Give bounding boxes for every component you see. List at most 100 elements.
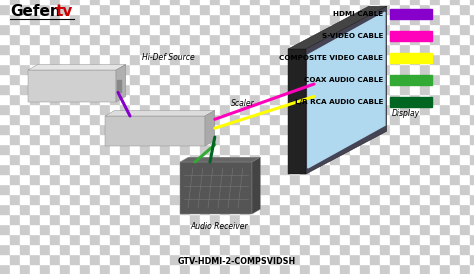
Bar xyxy=(160,34,170,44)
Bar xyxy=(70,134,80,144)
Bar xyxy=(470,84,474,94)
Bar xyxy=(410,134,420,144)
Bar xyxy=(440,214,450,224)
Bar xyxy=(190,54,200,64)
Bar xyxy=(20,164,30,174)
Bar xyxy=(370,234,380,244)
Bar xyxy=(170,174,180,184)
Bar xyxy=(440,174,450,184)
Bar xyxy=(340,154,350,164)
Bar xyxy=(430,24,440,34)
Bar xyxy=(130,194,140,204)
Bar xyxy=(320,264,330,274)
Bar xyxy=(230,164,240,174)
Bar xyxy=(240,254,250,264)
Bar xyxy=(200,214,210,224)
Bar xyxy=(360,94,370,104)
Bar xyxy=(230,244,240,254)
Bar xyxy=(270,64,280,74)
Bar xyxy=(0,64,10,74)
Bar xyxy=(450,64,460,74)
Bar xyxy=(390,174,400,184)
Bar xyxy=(440,114,450,124)
Bar xyxy=(10,24,20,34)
Bar xyxy=(100,244,110,254)
Bar xyxy=(40,54,50,64)
Bar xyxy=(340,224,350,234)
Bar xyxy=(90,214,100,224)
Bar xyxy=(190,134,200,144)
Bar xyxy=(410,54,420,64)
Bar xyxy=(100,124,110,134)
Bar xyxy=(290,154,300,164)
Bar xyxy=(250,224,260,234)
Bar xyxy=(470,214,474,224)
Bar xyxy=(360,54,370,64)
Bar xyxy=(430,44,440,54)
Bar xyxy=(40,174,50,184)
Bar xyxy=(340,144,350,154)
Bar xyxy=(50,24,60,34)
Bar xyxy=(100,134,110,144)
Bar xyxy=(240,4,250,14)
Bar xyxy=(50,254,60,264)
Bar xyxy=(260,244,270,254)
Bar xyxy=(0,234,10,244)
Bar xyxy=(330,24,340,34)
Bar xyxy=(50,224,60,234)
Bar xyxy=(220,184,230,194)
Bar xyxy=(370,4,380,14)
Bar xyxy=(390,84,400,94)
Text: Hi-Def Source: Hi-Def Source xyxy=(142,53,194,62)
Bar xyxy=(460,134,470,144)
Bar xyxy=(0,24,10,34)
Bar xyxy=(20,204,30,214)
Bar xyxy=(290,194,300,204)
Bar xyxy=(340,64,350,74)
Bar xyxy=(50,214,60,224)
Bar xyxy=(40,34,50,44)
Bar xyxy=(370,94,380,104)
Bar xyxy=(450,244,460,254)
Bar xyxy=(330,74,340,84)
Bar xyxy=(260,14,270,24)
Bar xyxy=(50,74,60,84)
Bar xyxy=(280,64,290,74)
Bar xyxy=(400,244,410,254)
Bar xyxy=(320,0,330,4)
Bar xyxy=(450,154,460,164)
Bar xyxy=(130,104,140,114)
Bar xyxy=(350,134,360,144)
Bar xyxy=(220,264,230,274)
Bar xyxy=(170,144,180,154)
Bar xyxy=(30,254,40,264)
Bar xyxy=(350,194,360,204)
Bar xyxy=(460,124,470,134)
Bar xyxy=(20,0,30,4)
Bar xyxy=(80,64,90,74)
Bar xyxy=(150,44,160,54)
Bar xyxy=(90,184,100,194)
Bar xyxy=(200,224,210,234)
Bar xyxy=(320,214,330,224)
Bar xyxy=(20,44,30,54)
Bar xyxy=(90,124,100,134)
Bar xyxy=(130,174,140,184)
Bar xyxy=(320,184,330,194)
Bar xyxy=(330,224,340,234)
Bar xyxy=(240,184,250,194)
Bar xyxy=(10,44,20,54)
Bar xyxy=(220,104,230,114)
Bar xyxy=(190,254,200,264)
Bar xyxy=(20,194,30,204)
Bar xyxy=(380,4,390,14)
Bar xyxy=(400,264,410,274)
Bar xyxy=(440,134,450,144)
Bar xyxy=(190,144,200,154)
Bar xyxy=(120,224,130,234)
Text: Scaler: Scaler xyxy=(231,99,255,109)
Bar xyxy=(230,64,240,74)
Bar xyxy=(410,94,420,104)
Bar xyxy=(140,104,150,114)
Bar xyxy=(440,144,450,154)
